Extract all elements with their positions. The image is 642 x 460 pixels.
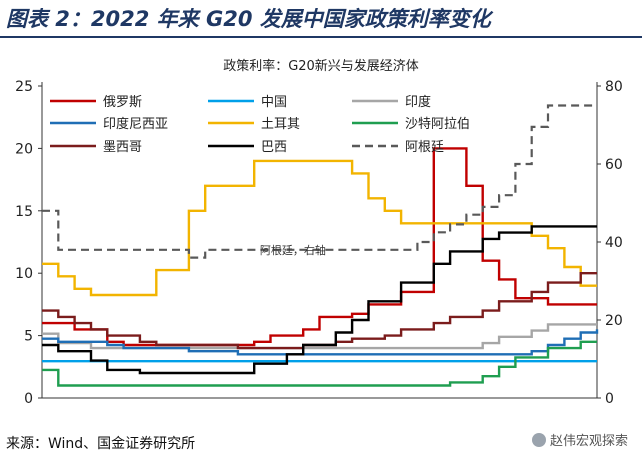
- legend-label: 巴西: [261, 140, 287, 155]
- y-right-tick-label: 0: [605, 391, 614, 407]
- y-left-tick-label: 10: [15, 266, 33, 282]
- policy-rate-chart: 051015202502040608020-0220-0821-0221-082…: [15, 79, 623, 407]
- wechat-logo-icon: [531, 432, 546, 447]
- chart-title: 政策利率：G20新兴与发展经济体: [223, 59, 419, 74]
- watermark: 赵伟宏观探索: [531, 430, 628, 449]
- legend-label: 沙特阿拉伯: [405, 117, 470, 132]
- legend-label: 中国: [261, 95, 287, 110]
- watermark-text: 赵伟宏观探索: [549, 434, 628, 449]
- y-left-tick-label: 15: [15, 204, 33, 220]
- y-right-tick-label: 40: [605, 235, 623, 251]
- title-divider: [0, 36, 642, 38]
- legend-label: 阿根廷: [405, 140, 444, 155]
- figure-title: 图表 2：2022 年来 G20 发展中国家政策利率变化: [6, 7, 491, 31]
- legend-label: 土耳其: [261, 117, 300, 132]
- y-right-tick-label: 20: [605, 313, 623, 329]
- y-left-tick-label: 25: [15, 79, 33, 95]
- series-line-沙特阿拉伯: [42, 340, 597, 387]
- legend-label: 印度尼西亚: [103, 116, 168, 132]
- legend-label: 印度: [405, 94, 431, 110]
- y-left-tick-label: 20: [15, 141, 33, 157]
- y-left-tick-label: 5: [24, 329, 33, 345]
- legend-label: 墨西哥: [103, 140, 142, 155]
- series-line-土耳其: [42, 159, 597, 297]
- y-right-tick-label: 60: [605, 157, 623, 173]
- source-note: 来源：Wind、国金证券研究所: [6, 436, 196, 452]
- legend-label: 俄罗斯: [103, 95, 142, 110]
- series-line-巴西: [42, 225, 597, 375]
- series-line-阿根廷: [42, 104, 597, 259]
- y-left-tick-label: 0: [24, 391, 33, 407]
- y-right-tick-label: 80: [605, 79, 623, 95]
- annotation-label: 阿根廷，右轴: [260, 243, 326, 257]
- series-line-墨西哥: [42, 272, 597, 350]
- series-line-印度: [42, 323, 597, 350]
- series-line-印度尼西亚: [42, 329, 599, 356]
